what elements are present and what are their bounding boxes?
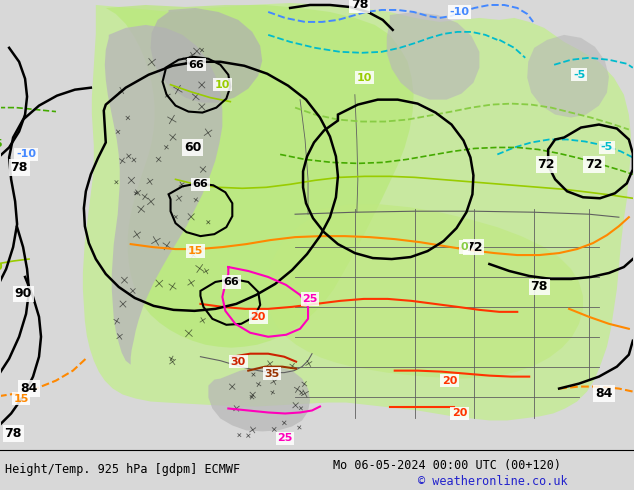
Text: 66: 66 [188, 60, 204, 70]
Polygon shape [105, 25, 223, 365]
Text: 5: 5 [0, 140, 2, 149]
Text: 20: 20 [452, 409, 467, 418]
Text: 35: 35 [264, 368, 280, 379]
Text: 66: 66 [193, 179, 209, 189]
Text: 78: 78 [531, 280, 548, 294]
Text: 72: 72 [538, 158, 555, 171]
Text: 0: 0 [0, 262, 2, 272]
Text: 10: 10 [357, 73, 373, 83]
Polygon shape [209, 367, 310, 431]
Text: 66: 66 [223, 277, 239, 287]
Text: 10: 10 [215, 80, 230, 90]
Text: 20: 20 [442, 376, 457, 386]
Text: -5: -5 [573, 70, 585, 80]
Text: 20: 20 [250, 312, 266, 322]
Text: 15: 15 [13, 393, 29, 404]
Text: 30: 30 [231, 357, 246, 367]
Text: -10: -10 [450, 7, 469, 17]
Text: Height/Temp. 925 hPa [gdpm] ECMWF: Height/Temp. 925 hPa [gdpm] ECMWF [5, 463, 240, 476]
Text: 78: 78 [10, 161, 28, 174]
Text: -5: -5 [601, 143, 613, 152]
Text: © weatheronline.co.uk: © weatheronline.co.uk [418, 475, 568, 488]
Text: 25: 25 [302, 294, 318, 304]
Text: -10: -10 [16, 149, 36, 159]
Text: 78: 78 [4, 427, 22, 440]
Text: 0: 0 [461, 242, 469, 252]
Text: 15: 15 [188, 246, 203, 256]
Polygon shape [527, 35, 609, 118]
Polygon shape [266, 204, 583, 379]
Polygon shape [106, 5, 413, 348]
Text: Mo 06-05-2024 00:00 UTC (00+120): Mo 06-05-2024 00:00 UTC (00+120) [333, 459, 561, 472]
Polygon shape [387, 12, 479, 99]
Text: 84: 84 [20, 382, 38, 395]
Text: 78: 78 [351, 0, 368, 11]
Text: 72: 72 [585, 158, 603, 171]
Polygon shape [83, 3, 631, 420]
Polygon shape [151, 8, 262, 102]
Text: 90: 90 [15, 288, 32, 300]
Text: 84: 84 [595, 387, 612, 400]
Text: 60: 60 [184, 141, 201, 154]
Text: 25: 25 [278, 433, 293, 443]
Text: 72: 72 [465, 241, 482, 254]
